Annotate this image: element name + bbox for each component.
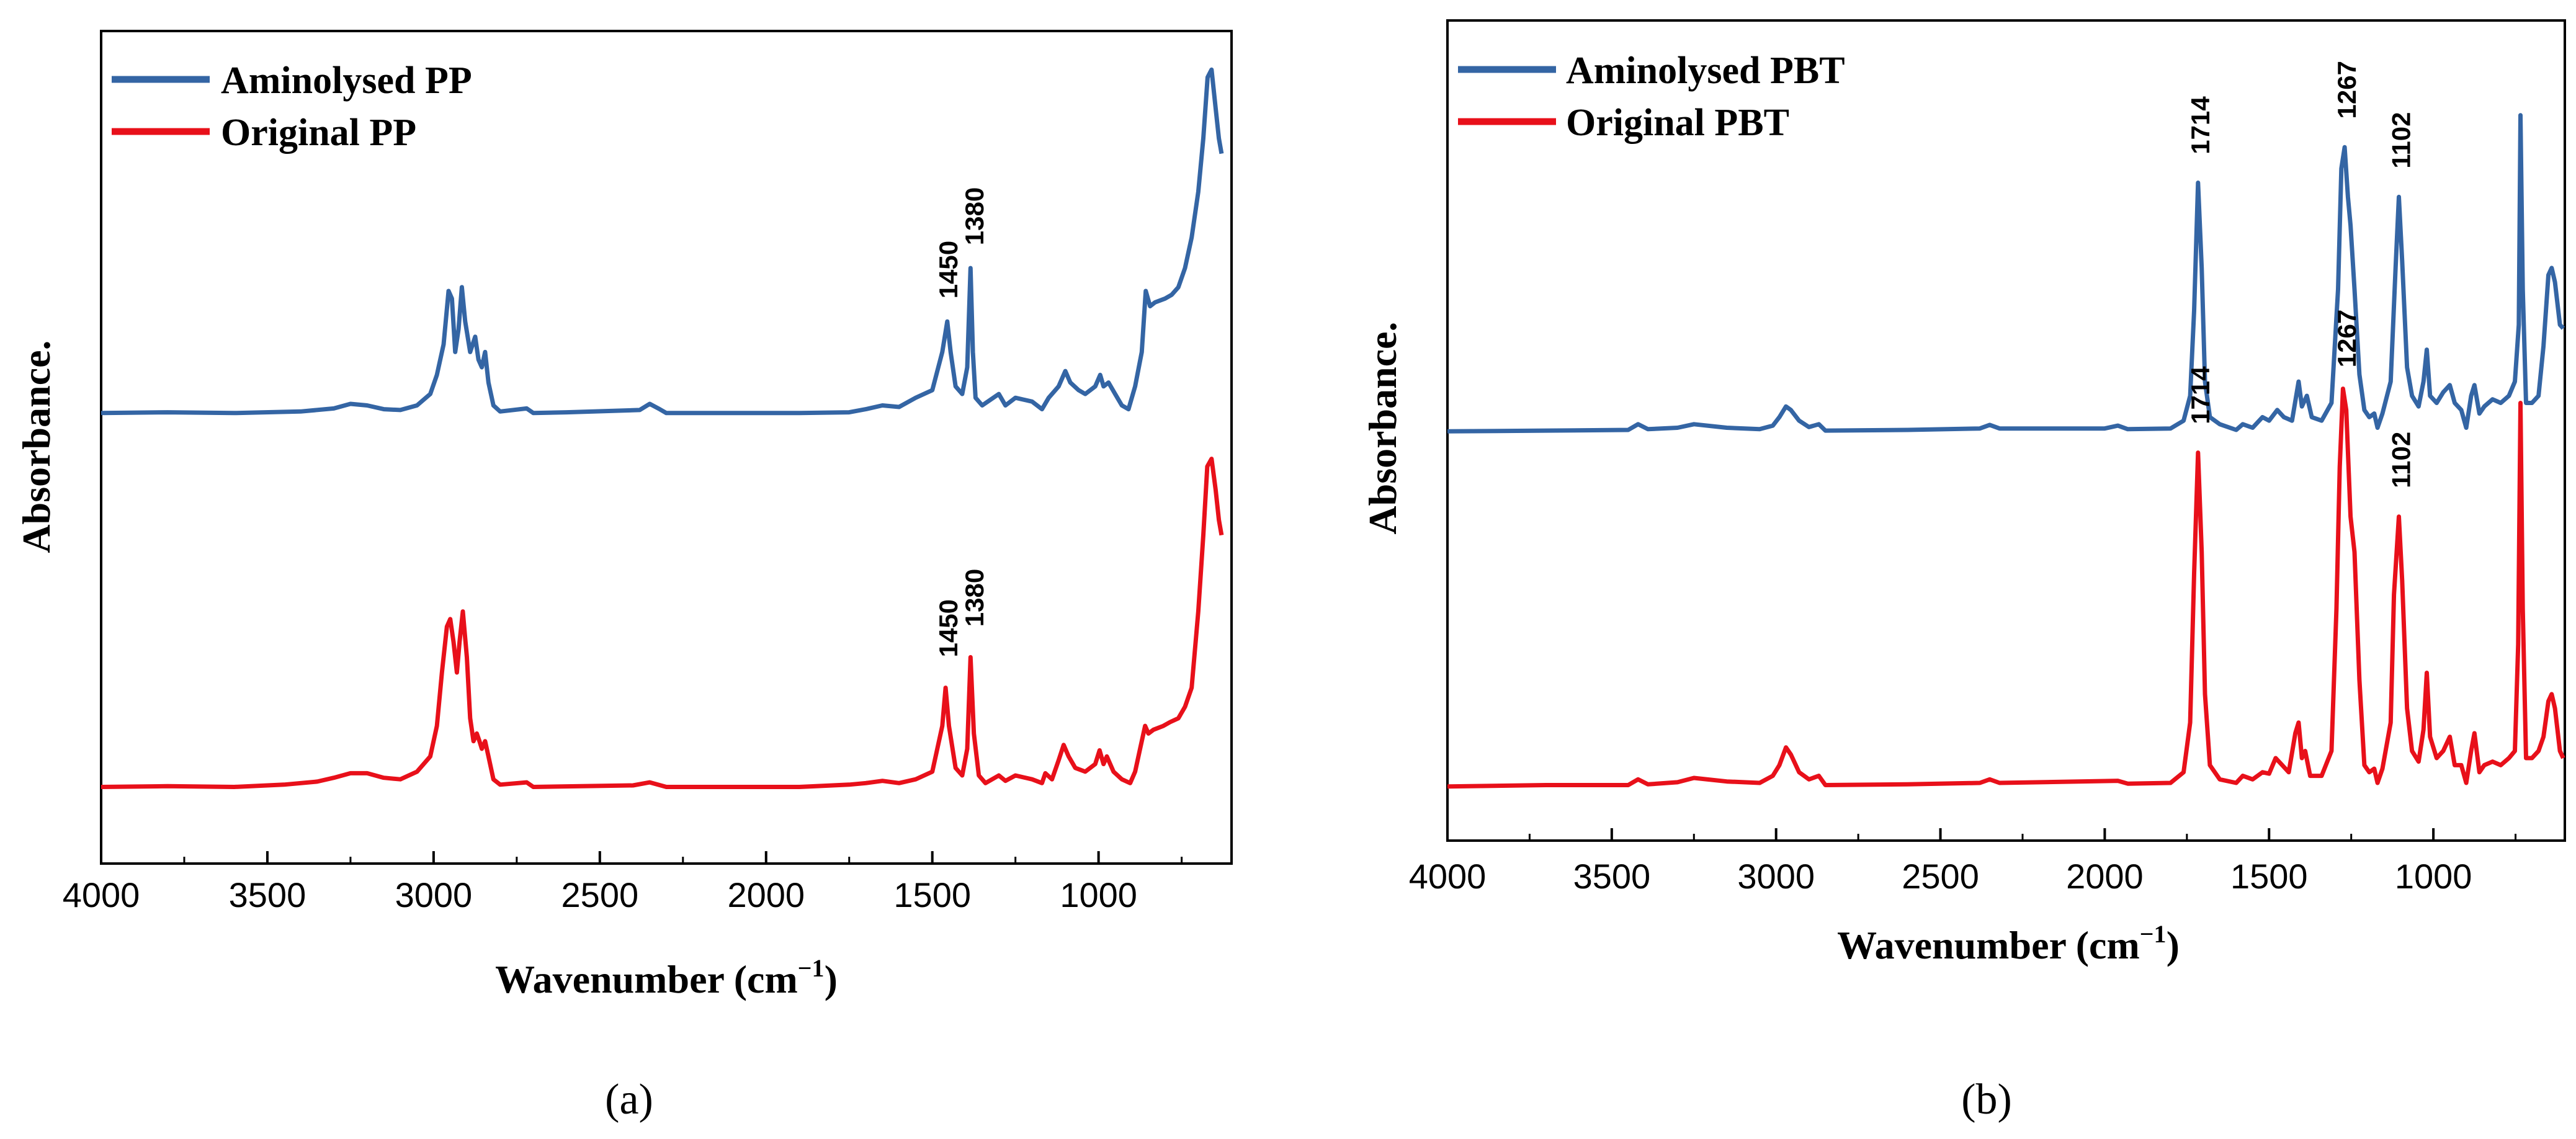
series-line-aminolysed-pp: [101, 67, 1224, 416]
peak-label-1380: 1380: [960, 187, 989, 245]
peak-label-1267: 1267: [2332, 61, 2361, 118]
x-axis-ticks-b: 4000 3500 3000 2500 2000 1500 1000: [1409, 828, 2517, 896]
panel-label-a: (a): [605, 1076, 653, 1123]
peak-label-1267: 1267: [2332, 310, 2361, 367]
x-axis-title-a: Wavenumber (cm−1): [495, 954, 838, 1001]
peak-label-1450: 1450: [934, 599, 963, 657]
legend-b: Aminolysed PBT Original PBT: [1458, 50, 1845, 144]
x-tick-label-1500: 1500: [893, 875, 971, 914]
series-line-aminolysed-pbt: [1447, 113, 2565, 434]
x-tick-label-2000: 2000: [2066, 857, 2144, 896]
peak-label-1450: 1450: [934, 241, 963, 298]
x-tick-label-2500: 2500: [1902, 857, 1979, 896]
series-group-a: [101, 67, 1224, 789]
peak-label-1102: 1102: [2387, 112, 2416, 168]
x-tick-label-3000: 3000: [395, 875, 473, 914]
legend-label-aminolysed-pp: Aminolysed PP: [221, 60, 472, 102]
x-tick-label-2500: 2500: [561, 875, 639, 914]
peak-label-1714: 1714: [2186, 96, 2215, 154]
legend-label-original-pp: Original PP: [221, 112, 416, 154]
x-tick-label-3500: 3500: [229, 875, 306, 914]
panel-label-b: (b): [1961, 1076, 2012, 1123]
x-tick-label-3000: 3000: [1737, 857, 1815, 896]
legend-label-original-pbt: Original PBT: [1566, 102, 1789, 144]
y-axis-title-b: Absorbance.: [1361, 321, 1405, 534]
peak-label-1102: 1102: [2387, 432, 2416, 488]
x-tick-label-1000: 1000: [1060, 875, 1137, 914]
x-tick-label-2000: 2000: [727, 875, 805, 914]
x-tick-label-4000: 4000: [1409, 857, 1487, 896]
x-tick-label-3500: 3500: [1573, 857, 1651, 896]
annotation-group-b: 1714 1267 1102 1714 1267 1102: [2186, 61, 2416, 488]
series-line-original-pp: [101, 457, 1224, 789]
x-axis-ticks-a: 4000 3500 3000 2500 2000 1500 1000: [63, 851, 1183, 914]
legend-a: Aminolysed PP Original PP: [112, 60, 472, 154]
series-group-b: [1447, 113, 2565, 789]
plot-frame-a: [100, 30, 1233, 865]
x-axis-title-b: Wavenumber (cm−1): [1837, 920, 2180, 967]
series-line-original-pbt: [1447, 386, 2565, 789]
peak-label-1714: 1714: [2186, 366, 2215, 424]
legend-label-aminolysed-pbt: Aminolysed PBT: [1566, 50, 1845, 92]
x-tick-label-1000: 1000: [2395, 857, 2472, 896]
x-tick-label-1500: 1500: [2230, 857, 2308, 896]
chart-panel-b: 4000 3500 3000 2500 2000 1500 1000 1714 1267 110…: [1361, 19, 2566, 1123]
y-axis-title-a: Absorbance.: [14, 340, 58, 553]
x-tick-label-4000: 4000: [63, 875, 140, 914]
peak-label-1380: 1380: [960, 569, 989, 627]
chart-panel-a: 4000 3500 3000 2500 2000 1500 1000 14501380145…: [14, 30, 1233, 1123]
